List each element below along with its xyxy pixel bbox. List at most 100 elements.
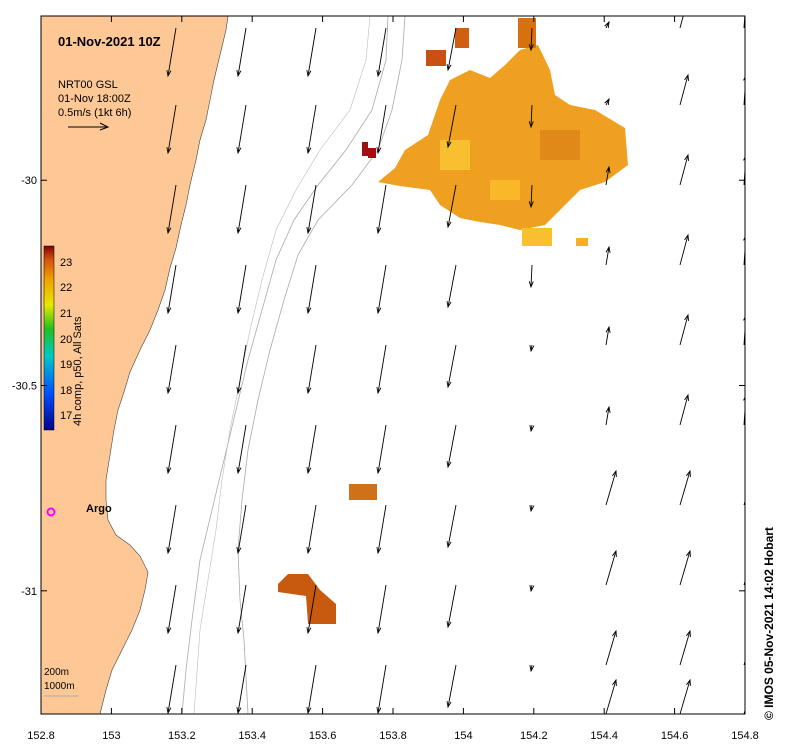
current-arrow bbox=[377, 504, 387, 554]
current-arrow bbox=[167, 424, 177, 474]
current-arrowhead bbox=[530, 714, 534, 720]
current-arrow bbox=[447, 664, 457, 708]
current-arrow bbox=[377, 264, 387, 314]
current-arrow bbox=[377, 584, 387, 634]
current-arrowhead bbox=[236, 467, 242, 475]
sst-hot-spot bbox=[362, 142, 368, 156]
current-arrow bbox=[167, 184, 177, 234]
current-arrow bbox=[679, 16, 684, 29]
colorbar-tick-label: 23 bbox=[60, 256, 73, 269]
current-arrow bbox=[743, 243, 745, 266]
current-arrow bbox=[167, 264, 177, 314]
current-arrow bbox=[530, 184, 533, 208]
current-arrow bbox=[605, 550, 617, 586]
current-arrow bbox=[743, 323, 745, 346]
current-arrowhead bbox=[528, 201, 534, 209]
current-arrow bbox=[167, 664, 177, 714]
current-arrow bbox=[530, 264, 533, 288]
current-arrowhead bbox=[236, 707, 242, 714]
current-arrowhead bbox=[529, 345, 535, 353]
current-arrow bbox=[167, 504, 177, 554]
current-arrowhead bbox=[685, 0, 689, 4]
current-arrowhead bbox=[306, 547, 312, 555]
current-arrowhead bbox=[605, 245, 611, 253]
current-arrow bbox=[377, 104, 387, 154]
current-arrowhead bbox=[750, 551, 754, 557]
current-arrowhead bbox=[612, 678, 617, 687]
x-tick-label: 154.6 bbox=[661, 730, 689, 742]
y-tick-label: -31 bbox=[21, 586, 37, 598]
colorbar-label: 4h comp, p50, All Sats bbox=[72, 316, 84, 426]
colorbar-tick-label: 18 bbox=[60, 384, 73, 397]
sst-patch-small bbox=[349, 484, 377, 500]
current-arrow bbox=[237, 27, 247, 77]
current-arrow bbox=[447, 104, 457, 148]
current-arrow bbox=[377, 27, 387, 77]
current-arrowhead bbox=[612, 469, 617, 478]
x-tick-label: 153.4 bbox=[238, 730, 266, 742]
depth-legend-line bbox=[44, 695, 78, 697]
colorbar-tick-label: 22 bbox=[60, 282, 73, 295]
current-arrowhead bbox=[684, 233, 689, 242]
current-arrowhead bbox=[605, 165, 611, 173]
x-tick-label: 154.2 bbox=[520, 730, 548, 742]
current-arrowhead bbox=[743, 156, 745, 161]
depth-label-200m: 200m bbox=[44, 667, 70, 678]
current-arrowhead bbox=[684, 393, 689, 402]
sst-patch-south bbox=[278, 574, 336, 624]
current-arrowhead bbox=[376, 147, 382, 155]
current-arrow bbox=[307, 664, 317, 714]
isobath-200m bbox=[237, 16, 406, 714]
x-tick-label: 153.8 bbox=[379, 730, 407, 742]
y-axis: -30 -30.5 -31 bbox=[12, 175, 745, 598]
current-arrowhead bbox=[376, 467, 382, 475]
sst-patch-main bbox=[378, 18, 628, 246]
current-arrowhead bbox=[166, 147, 172, 155]
current-arrowhead bbox=[528, 281, 534, 289]
current-arrowhead bbox=[446, 621, 452, 629]
current-arrowhead bbox=[684, 313, 689, 322]
current-arrowhead bbox=[686, 678, 691, 687]
current-arrow bbox=[679, 74, 689, 106]
current-arrow bbox=[679, 630, 691, 666]
current-arrow bbox=[679, 394, 689, 426]
sst-hot-spot-2 bbox=[368, 148, 376, 158]
current-arrow bbox=[167, 344, 177, 394]
current-arrow bbox=[377, 344, 387, 394]
current-arrowhead bbox=[236, 70, 242, 78]
current-arrow bbox=[531, 713, 532, 714]
current-arrow bbox=[307, 104, 317, 154]
current-arrow bbox=[605, 166, 610, 186]
x-tick-label: 153.2 bbox=[168, 730, 196, 742]
current-arrowhead bbox=[306, 707, 312, 714]
current-arrowhead bbox=[686, 549, 691, 558]
map-title: 01-Nov-2021 10Z bbox=[58, 34, 161, 49]
x-tick-label: 153.6 bbox=[309, 730, 337, 742]
current-arrow bbox=[679, 470, 691, 506]
isobath-shelf bbox=[193, 16, 371, 714]
ref-arrow-icon bbox=[68, 122, 110, 131]
current-arrowhead bbox=[446, 301, 452, 309]
current-arrowhead bbox=[743, 236, 745, 241]
current-arrow bbox=[679, 679, 691, 714]
current-arrow bbox=[167, 27, 177, 77]
current-arrowhead bbox=[306, 147, 312, 155]
current-arrowhead bbox=[743, 76, 745, 81]
current-arrowhead bbox=[744, 0, 748, 4]
current-arrowhead bbox=[166, 387, 172, 395]
x-tick-label: 154 bbox=[454, 730, 472, 742]
current-arrowhead bbox=[446, 221, 452, 229]
current-arrowhead bbox=[166, 707, 172, 714]
current-arrowhead bbox=[306, 387, 312, 395]
current-arrowhead bbox=[236, 307, 242, 315]
ref-line3: 0.5m/s (1kt 6h) bbox=[58, 107, 132, 119]
current-arrowhead bbox=[376, 70, 382, 78]
current-arrowhead bbox=[605, 325, 611, 333]
current-arrowhead bbox=[376, 227, 382, 235]
current-arrowhead bbox=[166, 307, 172, 315]
current-arrow bbox=[307, 424, 317, 474]
current-arrow bbox=[605, 679, 617, 714]
current-arrow bbox=[743, 403, 745, 426]
current-arrow bbox=[237, 584, 247, 634]
current-arrow bbox=[307, 184, 317, 234]
